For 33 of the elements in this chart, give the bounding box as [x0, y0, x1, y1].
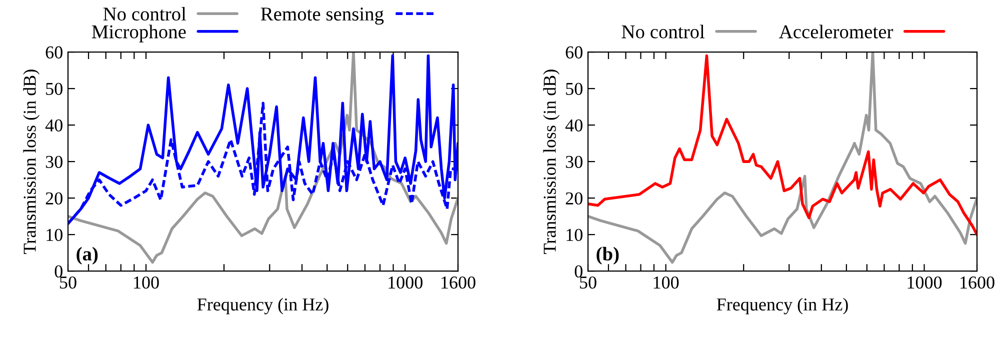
x-tick-label: 1000: [908, 276, 942, 289]
x-tick-label: 1600: [960, 276, 994, 289]
x-tick-label: 100: [654, 276, 679, 289]
y-tick-label: 30: [566, 156, 582, 168]
x-tick-label: 1000: [388, 276, 422, 289]
legend-label: No control: [103, 6, 186, 21]
y-tick-label: 0: [574, 265, 582, 278]
legend-label: Accelerometer: [778, 24, 894, 38]
y-tick-label: 20: [566, 192, 582, 205]
annotation: (b): [596, 246, 619, 265]
y-tick-label: 0: [54, 265, 62, 278]
legend-label: No control: [622, 24, 705, 38]
y-tick-label: 60: [566, 46, 582, 58]
y-tick-label: 20: [46, 192, 62, 205]
x-axis-title: Frequency (in Hz): [197, 298, 328, 314]
y-tick-label: 10: [46, 228, 62, 242]
legend-label: Remote sensing: [260, 8, 384, 25]
x-axis-title: Frequency (in Hz): [716, 298, 848, 314]
y-tick-label: 60: [46, 46, 62, 58]
annotation: (a): [76, 246, 98, 265]
y-tick-label: 10: [566, 228, 582, 242]
y-tick-label: 30: [46, 156, 62, 168]
x-tick-label: 50: [580, 276, 596, 289]
y-tick-label: 50: [46, 82, 62, 95]
y-tick-label: 40: [565, 119, 582, 132]
y-tick-label: 40: [45, 119, 62, 132]
y-axis-title: Transmission loss (in dB): [543, 70, 560, 254]
x-tick-label: 100: [134, 276, 159, 289]
x-tick-label: 50: [60, 276, 76, 289]
y-tick-label: 50: [566, 82, 582, 95]
x-tick-label: 1600: [442, 276, 476, 289]
legend-label: Microphone: [92, 24, 186, 42]
y-axis-title: Transmission loss (in dB): [23, 70, 40, 254]
